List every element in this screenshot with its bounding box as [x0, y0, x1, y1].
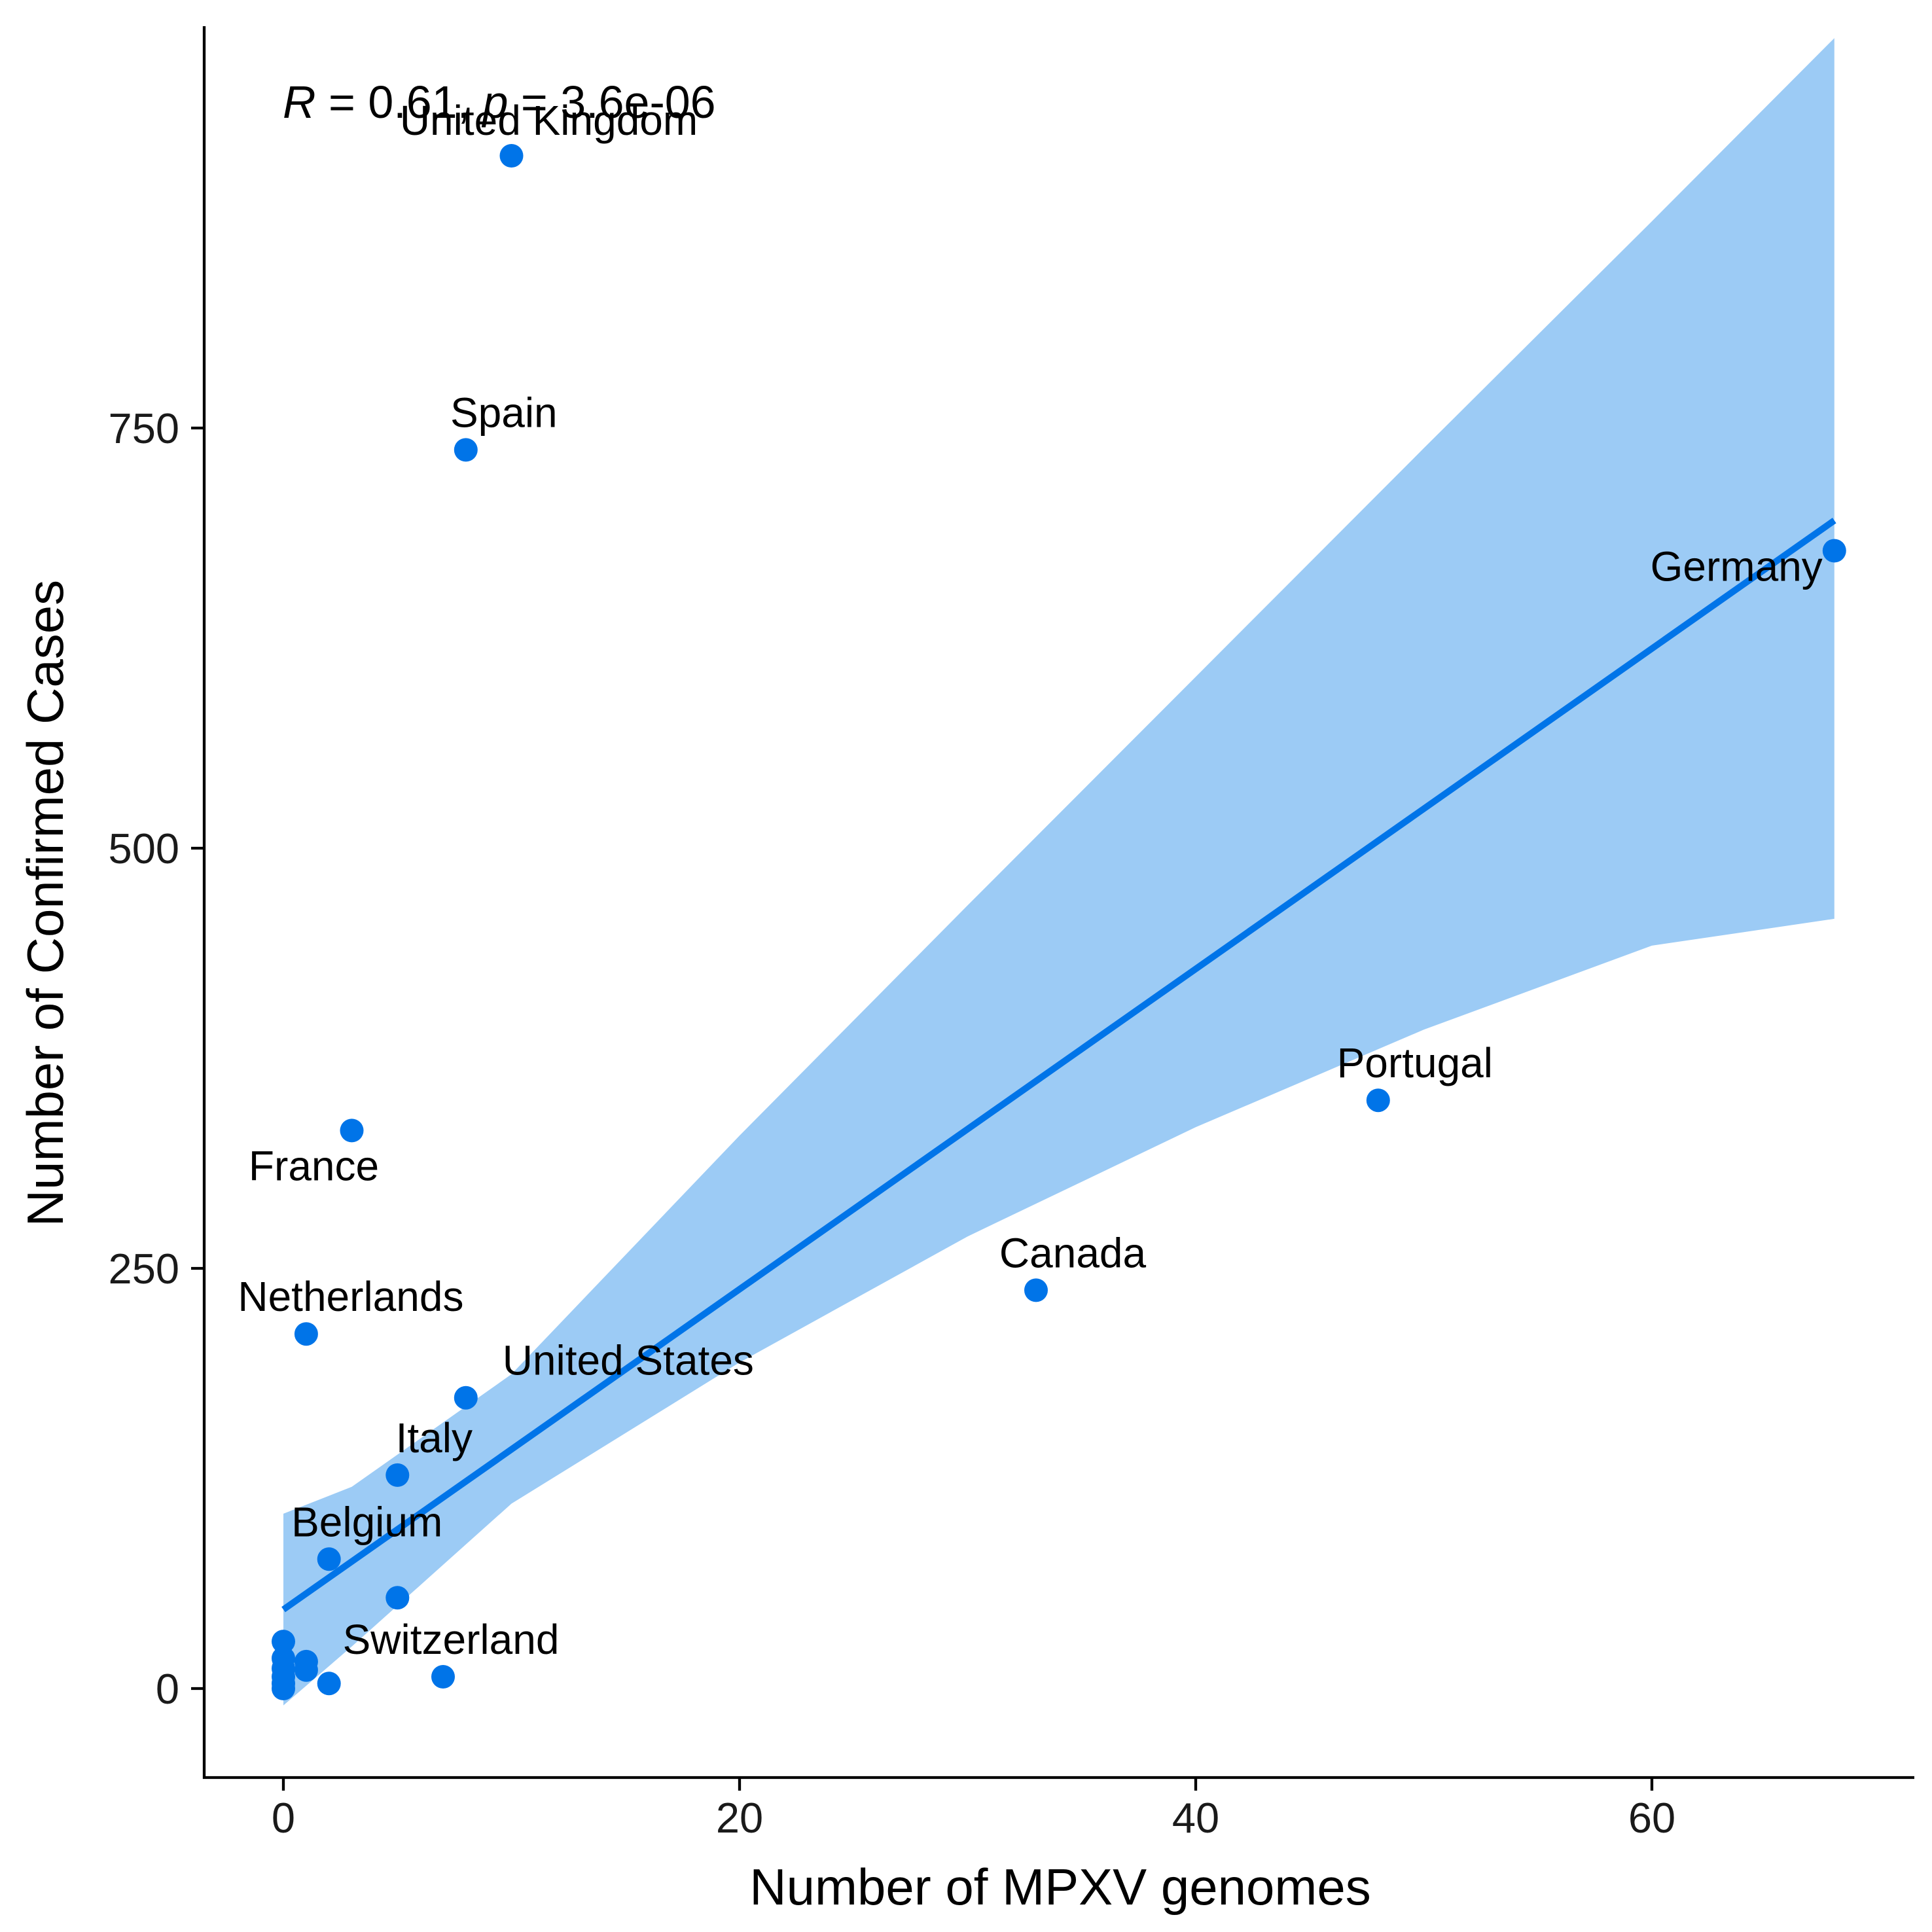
data-point — [454, 1386, 478, 1410]
data-point — [1823, 539, 1846, 563]
point-label: Netherlands — [238, 1273, 463, 1320]
confidence-band — [283, 38, 1834, 1706]
point-label: Belgium — [291, 1498, 442, 1545]
point-label: Portugal — [1337, 1039, 1493, 1086]
data-point — [295, 1322, 318, 1346]
y-axis-title: Number of Confirmed Cases — [16, 580, 74, 1226]
data-point — [385, 1586, 409, 1609]
point-label: France — [249, 1142, 379, 1189]
point-label: United States — [503, 1337, 754, 1384]
y-axis-ticks: 0 250 500 750 — [109, 404, 204, 1713]
p-symbol: p — [481, 77, 508, 128]
y-tick-label: 0 — [156, 1665, 179, 1713]
x-tick-label: 0 — [272, 1794, 295, 1842]
correlation-annotation: R = 0.61, p = 3.6e-06 — [283, 77, 716, 128]
confidence-band-layer — [283, 38, 1834, 1706]
data-point — [1367, 1088, 1390, 1112]
data-point — [385, 1463, 409, 1487]
x-axis-title: Number of MPXV genomes — [749, 1858, 1370, 1916]
data-point — [340, 1118, 364, 1142]
data-point — [272, 1677, 295, 1700]
data-point — [454, 438, 478, 461]
data-point — [1024, 1278, 1048, 1302]
point-label: Switzerland — [343, 1616, 560, 1663]
p-value: = 3.6e-06 — [508, 77, 715, 128]
x-tick-label: 20 — [716, 1794, 763, 1842]
r-value: = 0.61, — [316, 77, 483, 128]
data-point — [317, 1672, 341, 1695]
fit-line-layer — [283, 520, 1834, 1609]
data-point — [500, 144, 524, 168]
point-label: Italy — [396, 1414, 473, 1461]
data-point — [317, 1547, 341, 1571]
r-symbol: R — [283, 77, 316, 128]
y-tick-label: 750 — [109, 404, 179, 452]
y-tick-label: 250 — [109, 1245, 179, 1293]
point-label: Germany — [1651, 543, 1823, 590]
x-tick-label: 40 — [1172, 1794, 1219, 1842]
data-point — [431, 1665, 455, 1689]
y-tick-label: 500 — [109, 825, 179, 872]
regression-line — [283, 520, 1834, 1609]
x-axis-ticks: 0 20 40 60 — [272, 1778, 1675, 1842]
point-label: Spain — [450, 389, 558, 436]
x-tick-label: 60 — [1628, 1794, 1675, 1842]
data-point — [295, 1658, 318, 1682]
point-label: Canada — [999, 1229, 1147, 1276]
